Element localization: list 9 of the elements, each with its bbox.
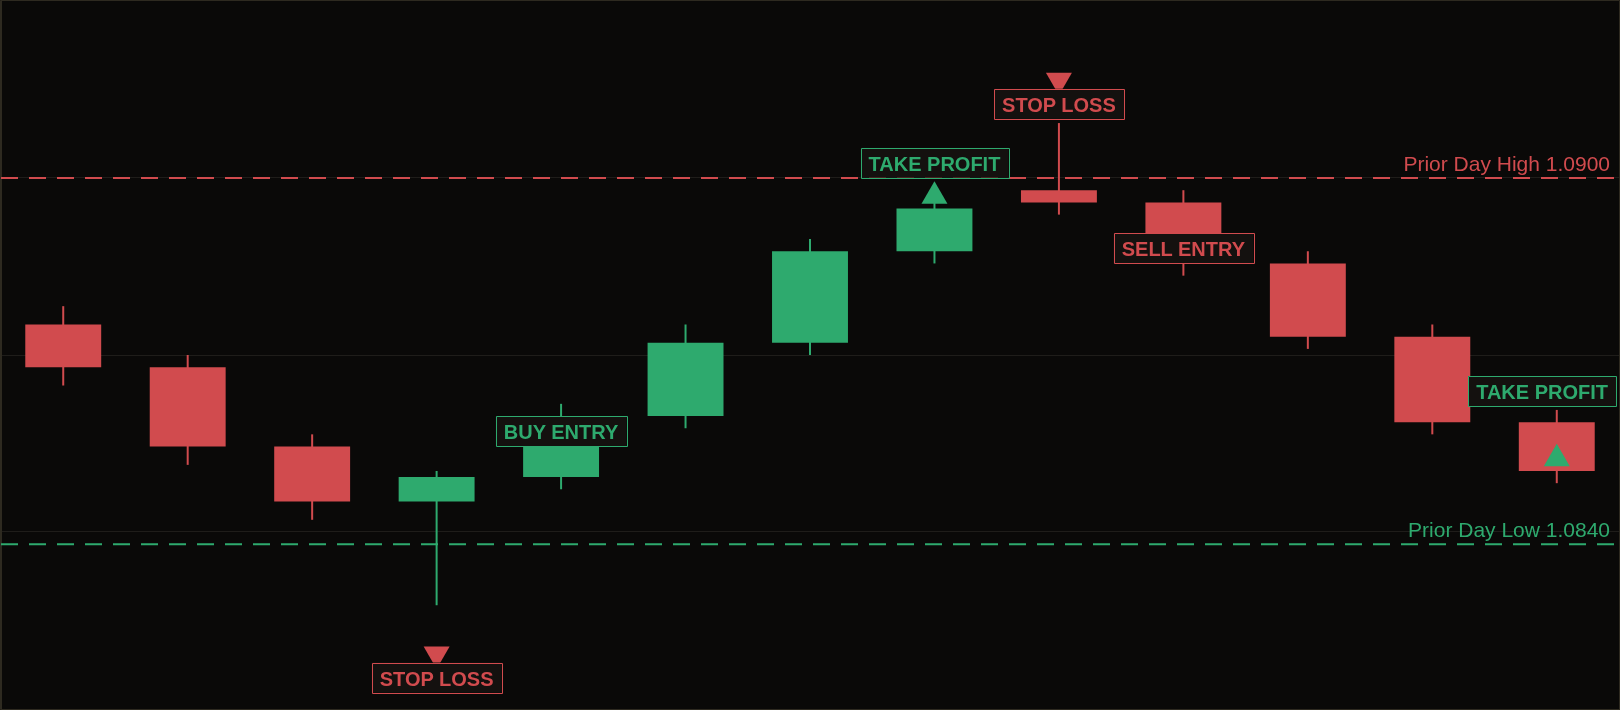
text: BUY ENTRY bbox=[503, 421, 619, 444]
data-label: TAKE PROFIT bbox=[868, 152, 1001, 175]
candlestick bbox=[1020, 122, 1097, 216]
text: SELL ENTRY bbox=[1121, 238, 1246, 261]
data-label: STOP LOSS bbox=[1002, 93, 1116, 116]
ref-line-label: Prior Day High 1.0900 bbox=[1403, 152, 1610, 175]
data-label: TAKE PROFIT bbox=[1476, 380, 1609, 403]
ref-line-label: Prior Day Low 1.0840 bbox=[1408, 518, 1610, 542]
data-label: STOP LOSS bbox=[379, 667, 494, 690]
